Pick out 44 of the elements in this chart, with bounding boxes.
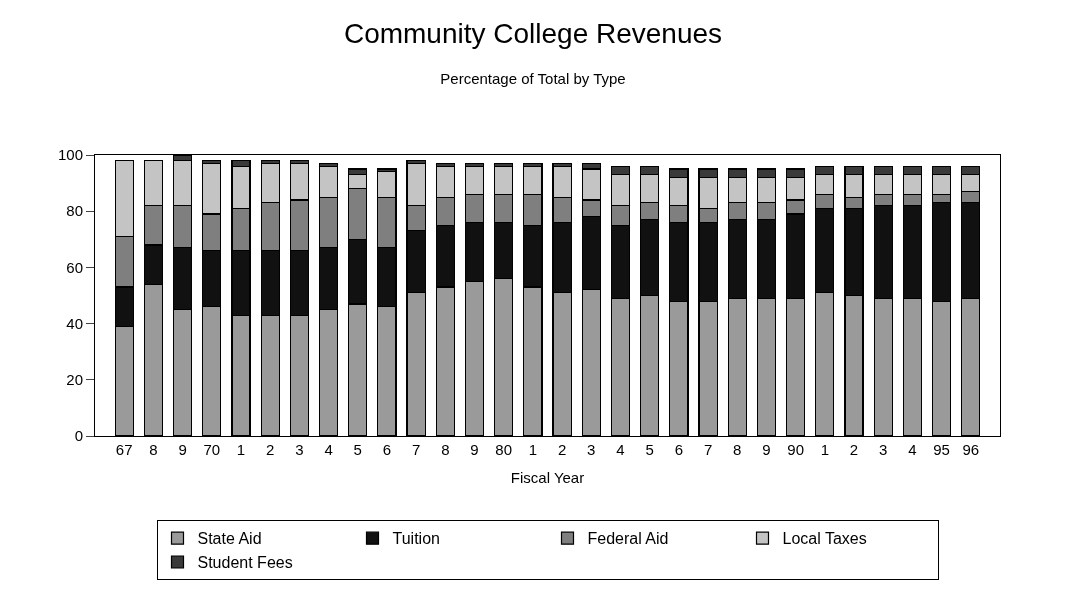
x-tick-label: 4	[324, 441, 333, 458]
x-tick-label: 1	[236, 441, 246, 458]
x-tick-label: 8	[149, 441, 158, 458]
y-tick-label: 100	[57, 146, 83, 164]
x-tick-label: 7	[703, 441, 713, 458]
x-tick-label: 95	[933, 441, 950, 458]
x-tick-label: 4	[908, 441, 917, 458]
x-tick-label: 5	[353, 441, 362, 458]
legend-label: Student Fees	[197, 554, 293, 572]
x-tick-label: 3	[295, 441, 304, 458]
x-tick-label: 1	[820, 441, 830, 458]
x-tick-label: 5	[645, 441, 654, 458]
y-tick-label: 80	[66, 202, 83, 220]
x-tick-label: 96	[962, 441, 980, 458]
chart-subtitle: Percentage of Total by Type	[440, 69, 626, 87]
x-tick-label: 6	[674, 441, 684, 458]
x-tick-label: 7	[411, 441, 421, 458]
y-tick-label: 60	[66, 258, 83, 276]
x-tick-label: 90	[787, 441, 804, 458]
x-tick-label: 2	[849, 441, 859, 458]
x-tick-label: 3	[587, 441, 596, 458]
legend-label: Local Taxes	[782, 530, 867, 548]
y-tick-label: 20	[66, 371, 83, 389]
y-tick-label: 40	[66, 314, 83, 332]
legend-label: Federal Aid	[587, 530, 669, 548]
x-tick-label: 3	[879, 441, 888, 458]
legend-label: State Aid	[197, 530, 262, 548]
x-tick-label: 2	[265, 441, 275, 458]
x-tick-label: 1	[528, 441, 538, 458]
x-tick-label: 4	[616, 441, 625, 458]
x-tick-label: 8	[441, 441, 450, 458]
chart-title: Community College Revenues	[343, 18, 723, 50]
x-tick-label: 67	[115, 441, 133, 458]
x-tick-label: 9	[178, 441, 187, 458]
x-tick-label: 6	[382, 441, 392, 458]
x-tick-label: 2	[557, 441, 567, 458]
x-tick-label: 80	[495, 441, 513, 458]
x-axis-title: Fiscal Year	[510, 469, 585, 486]
legend-label: Tuition	[392, 530, 440, 548]
x-tick-label: 70	[203, 441, 221, 458]
x-tick-label: 9	[762, 441, 771, 458]
x-tick-label: 8	[733, 441, 742, 458]
x-tick-label: 9	[470, 441, 479, 458]
y-tick-label: 0	[74, 427, 83, 445]
